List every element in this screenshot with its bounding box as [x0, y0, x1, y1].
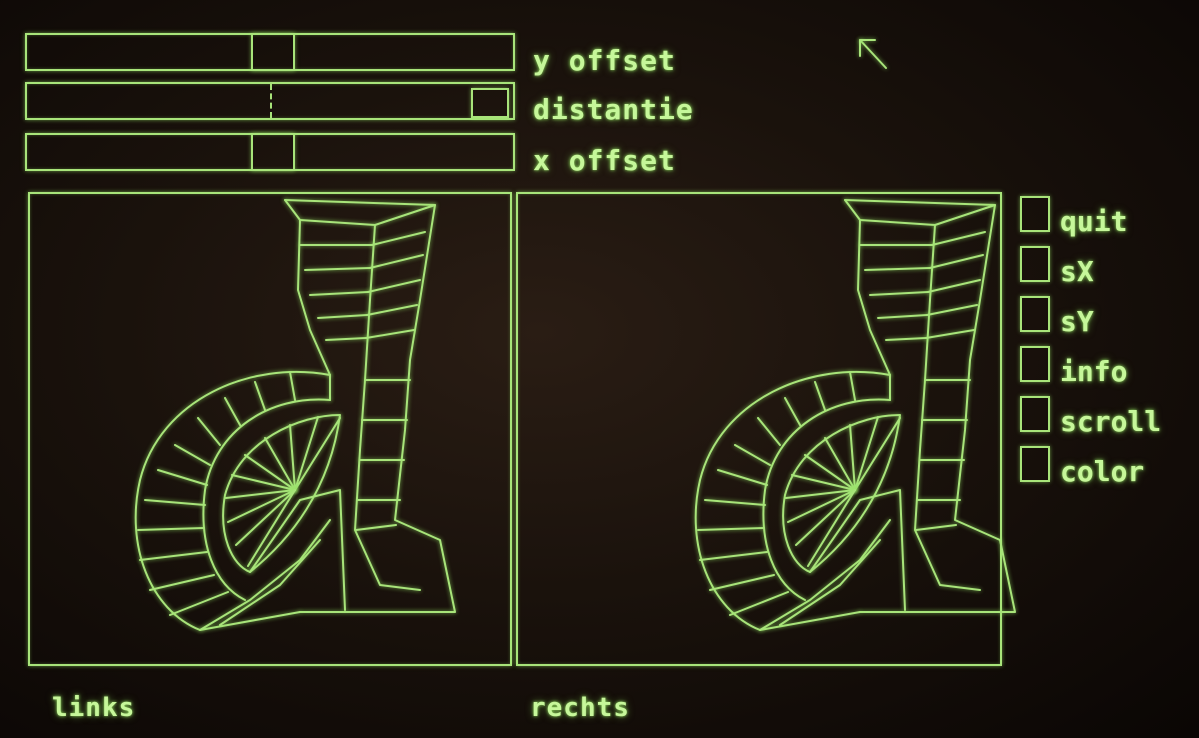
- left-viewport[interactable]: [28, 192, 512, 666]
- left-view-label: links: [52, 693, 136, 723]
- scroll-checkbox[interactable]: [1020, 396, 1050, 432]
- sx-menu-item[interactable]: sX: [1060, 255, 1094, 288]
- distantie-slider-thumb[interactable]: [471, 88, 509, 118]
- distantie-slider-center-mark: [270, 84, 272, 118]
- info-checkbox[interactable]: [1020, 346, 1050, 382]
- x-offset-label: x offset: [533, 144, 676, 177]
- quit-menu-item[interactable]: quit: [1060, 205, 1128, 238]
- y-offset-slider[interactable]: [25, 33, 515, 71]
- scroll-menu-item[interactable]: scroll: [1060, 405, 1162, 438]
- sy-menu-item[interactable]: sY: [1060, 305, 1094, 338]
- y-offset-label: y offset: [533, 44, 676, 77]
- distantie-label: distantie: [533, 93, 694, 126]
- x-offset-slider-thumb[interactable]: [251, 133, 295, 171]
- x-offset-slider[interactable]: [25, 133, 515, 171]
- sy-checkbox[interactable]: [1020, 296, 1050, 332]
- info-menu-item[interactable]: info: [1060, 355, 1128, 388]
- right-viewport[interactable]: [516, 192, 1002, 666]
- y-offset-slider-thumb[interactable]: [251, 33, 295, 71]
- color-menu-item[interactable]: color: [1060, 455, 1145, 488]
- color-checkbox[interactable]: [1020, 446, 1050, 482]
- quit-checkbox[interactable]: [1020, 196, 1050, 232]
- distantie-slider[interactable]: [25, 82, 515, 120]
- sx-checkbox[interactable]: [1020, 246, 1050, 282]
- right-view-label: rechts: [530, 693, 630, 723]
